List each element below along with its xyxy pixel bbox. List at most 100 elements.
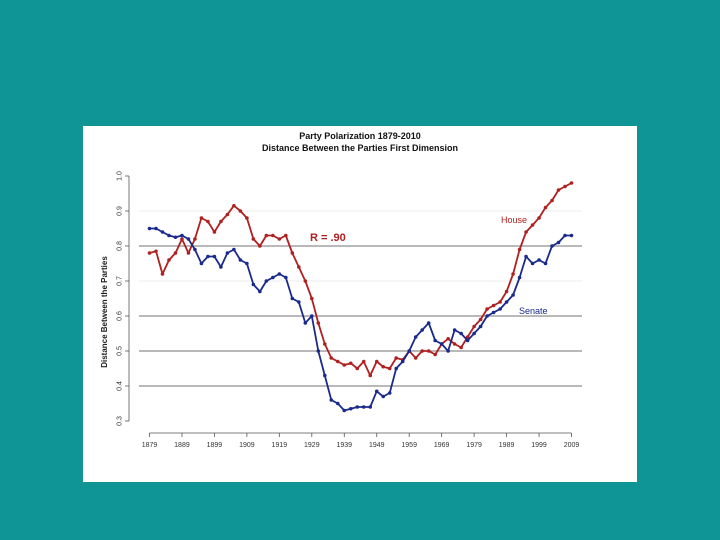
x-tick-label: 1889	[174, 442, 190, 449]
data-point-senate	[517, 275, 522, 280]
data-point-house	[245, 216, 249, 220]
data-point-senate	[368, 405, 373, 409]
data-point-house	[193, 237, 197, 241]
data-point-house	[459, 345, 463, 350]
data-point-senate	[485, 314, 489, 318]
data-point-house	[537, 216, 541, 220]
data-point-senate	[219, 265, 223, 269]
y-tick-label: 0.5	[116, 346, 123, 356]
data-point-senate	[355, 405, 360, 409]
series-label-house: House	[501, 215, 527, 225]
chart-title: Party Polarization 1879-2010	[299, 131, 421, 141]
data-point-senate	[271, 275, 275, 280]
data-point-house	[310, 296, 314, 301]
data-point-senate	[374, 389, 379, 394]
data-point-house	[329, 356, 334, 360]
data-point-house	[173, 251, 178, 255]
data-point-house	[154, 249, 158, 254]
data-point-house	[530, 223, 535, 227]
data-point-senate	[394, 366, 399, 371]
data-point-house	[335, 359, 340, 364]
y-tick-label: 0.3	[116, 416, 123, 426]
x-tick-label: 1919	[272, 442, 288, 449]
data-point-house	[550, 198, 554, 203]
data-point-house	[206, 219, 210, 224]
data-point-house	[433, 352, 437, 357]
data-point-senate	[238, 258, 243, 262]
data-point-senate	[342, 408, 347, 413]
data-point-senate	[478, 324, 483, 329]
x-tick-label: 1969	[434, 442, 450, 449]
data-point-senate	[186, 237, 191, 241]
y-axis-label: Distance Between the Parties	[100, 256, 109, 368]
data-point-house	[511, 272, 515, 276]
data-point-senate	[563, 233, 567, 238]
x-tick-label: 1899	[207, 442, 223, 449]
data-point-house	[160, 272, 165, 276]
data-point-house	[563, 184, 567, 189]
x-tick-label: 2009	[564, 442, 580, 449]
y-tick-label: 1.0	[116, 171, 123, 181]
data-point-house	[212, 230, 217, 234]
data-point-senate	[264, 279, 269, 283]
data-point-senate	[472, 331, 476, 336]
y-tick-label: 0.8	[116, 241, 123, 251]
data-point-senate	[167, 233, 171, 238]
data-point-senate	[251, 282, 256, 287]
data-point-house	[472, 324, 476, 329]
data-point-house	[355, 366, 360, 371]
data-point-house	[420, 349, 424, 353]
data-point-house	[167, 258, 171, 262]
data-point-house	[180, 237, 184, 241]
data-point-senate	[387, 391, 392, 395]
x-tick-label: 1879	[142, 442, 158, 449]
data-point-house	[186, 251, 191, 255]
x-tick-label: 1949	[369, 442, 385, 449]
x-tick-label: 1989	[499, 442, 515, 449]
data-point-house	[478, 317, 483, 322]
data-point-senate	[147, 226, 152, 231]
data-point-house	[413, 356, 418, 360]
data-point-senate	[459, 331, 463, 336]
data-point-house	[297, 265, 301, 269]
gridlines	[139, 210, 582, 387]
data-point-senate	[225, 251, 230, 255]
correlation-annotation: R = .90	[310, 232, 346, 244]
data-point-house	[342, 363, 347, 367]
data-point-senate	[446, 349, 450, 353]
data-point-house	[225, 212, 230, 217]
data-point-senate	[413, 335, 418, 339]
chart-subtitle: Distance Between the Parties First Dimen…	[262, 143, 458, 153]
data-point-house	[258, 244, 262, 248]
data-point-senate	[439, 342, 444, 346]
data-point-senate	[426, 321, 431, 325]
data-point-senate	[491, 310, 496, 315]
data-point-house	[251, 237, 256, 241]
data-point-house	[498, 300, 502, 304]
data-point-house	[322, 342, 327, 346]
data-point-house	[316, 321, 321, 325]
data-point-house	[374, 359, 379, 364]
series-label-senate: Senate	[519, 306, 548, 316]
data-point-senate	[329, 398, 334, 402]
data-point-house	[426, 349, 431, 353]
data-point-senate	[498, 307, 502, 311]
data-point-senate	[556, 240, 561, 245]
data-point-house	[290, 251, 295, 255]
data-point-house	[361, 359, 366, 364]
data-point-senate	[232, 247, 236, 252]
data-point-house	[394, 356, 399, 360]
chart-svg: Party Polarization 1879-2010 Distance Be…	[100, 131, 582, 449]
x-tick-label: 1929	[304, 442, 320, 449]
data-point-senate	[154, 226, 158, 231]
data-point-house	[264, 233, 269, 238]
data-point-house	[219, 219, 223, 224]
data-point-house	[232, 203, 236, 208]
data-point-senate	[303, 321, 308, 325]
data-point-house	[556, 188, 561, 192]
data-point-house	[284, 233, 288, 238]
data-point-senate	[537, 258, 541, 262]
data-point-house	[485, 307, 489, 311]
data-point-senate	[160, 230, 165, 234]
data-point-senate	[524, 254, 528, 259]
